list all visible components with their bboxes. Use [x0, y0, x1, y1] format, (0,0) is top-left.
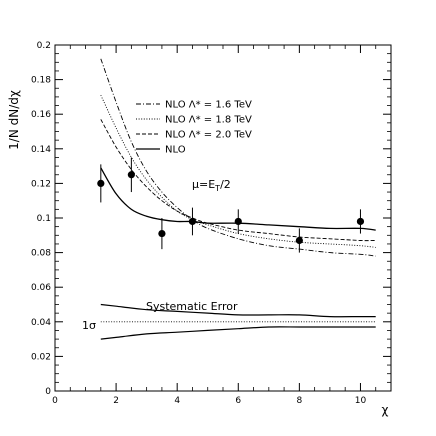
y-tick-label: 0.02: [31, 352, 51, 362]
y-tick-label: 0.04: [31, 318, 51, 328]
legend-label-3: NLO Λ* = 2.0 TeV: [165, 130, 252, 141]
curves: [100, 58, 376, 257]
x-tick-label: 8: [296, 396, 302, 406]
y-tick-label: 0.14: [31, 145, 51, 155]
legend-label-1: NLO Λ* = 1.6 TeV: [165, 100, 252, 111]
systematic-error-label: Systematic Error: [146, 300, 238, 313]
series-line-3: [100, 119, 376, 242]
systematic-lower-line: [100, 326, 376, 340]
systematic-error-band: [100, 303, 376, 340]
x-tick-label: 4: [174, 396, 180, 406]
x-axis-label: χ: [382, 403, 389, 417]
scale-annotation-sub: T: [214, 184, 220, 193]
systematic-upper-line: [100, 303, 376, 318]
data-point: [127, 171, 135, 179]
series-line-1: [100, 58, 376, 257]
y-tick-label: 0.08: [31, 249, 51, 259]
legend-label-4: NLO: [165, 145, 186, 156]
y-tick-label: 0.06: [31, 283, 51, 293]
y-tick-label: 0: [45, 387, 51, 397]
series-line-4: [100, 167, 376, 231]
x-tick-label: 2: [113, 396, 119, 406]
data-point: [295, 236, 303, 245]
sigma-label: 1σ: [82, 319, 96, 332]
y-tick-label: 0.1: [37, 214, 51, 224]
x-axis-ticks: 0 2 4 6 8 10: [52, 45, 377, 406]
y-tick-label: 0.16: [31, 110, 51, 120]
y-tick-label: 0.2: [37, 41, 51, 51]
data-point: [356, 217, 365, 226]
data-point: [97, 179, 105, 187]
y-tick-label: 0.12: [31, 179, 51, 189]
data-points: [97, 157, 365, 253]
legend-label-2: NLO Λ* = 1.8 TeV: [165, 115, 252, 126]
x-tick-label: 10: [355, 396, 367, 406]
y-tick-label: 0.18: [31, 76, 51, 86]
x-tick-label: 6: [235, 396, 241, 406]
x-tick-label: 0: [52, 396, 58, 406]
scale-annotation-main: μ=E: [192, 178, 215, 191]
legend: NLO Λ* = 1.6 TeV NLO Λ* = 1.8 TeV NLO Λ* =…: [136, 100, 252, 156]
y-axis-label: 1/N dN/dχ: [7, 90, 21, 150]
data-point: [188, 217, 197, 226]
y-axis-ticks: 0 0.02 0.04 0.06 0.08 0.1 0.12 0.14 0.16 0.18 0.2: [31, 41, 391, 397]
scale-annotation: μ=ET/2: [192, 178, 231, 193]
data-point: [234, 217, 242, 226]
data-point: [158, 229, 166, 238]
scale-annotation-tail: /2: [220, 178, 231, 191]
